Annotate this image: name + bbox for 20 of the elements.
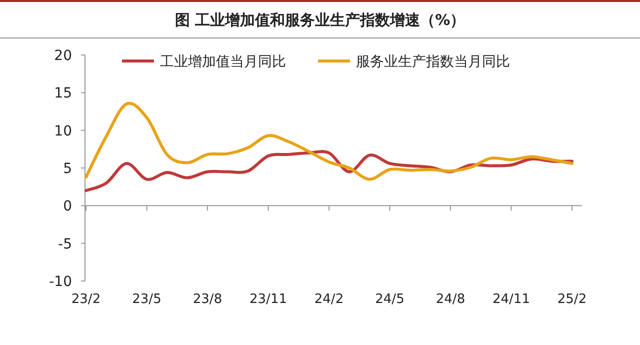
y-tick-label: 15: [54, 86, 72, 102]
y-tick-label: -5: [58, 236, 72, 252]
y-tick-label: 10: [54, 123, 72, 140]
x-tick-label: 24/5: [375, 292, 404, 307]
legend-label: 工业增加值当月同比: [160, 54, 286, 70]
y-tick-label: -10: [49, 274, 72, 290]
y-tick-label: 20: [54, 48, 72, 64]
x-tick-label: 25/2: [557, 292, 587, 307]
line-series: [84, 102, 574, 181]
legend-label: 服务业生产指数当月同比: [356, 54, 510, 70]
x-tick-label: 24/11: [492, 292, 530, 307]
x-tick-label: 23/8: [192, 292, 222, 307]
y-tick-label: 5: [63, 161, 72, 177]
x-tick-label: 23/2: [71, 292, 101, 307]
x-tick-label: 24/2: [314, 292, 344, 307]
x-tick-label: 24/8: [436, 292, 466, 307]
x-tick-label: 23/11: [250, 292, 287, 307]
chart-title: 图 工业增加值和服务业生产指数增速（%）: [174, 11, 466, 29]
y-tick-label: 0: [63, 198, 72, 215]
x-tick-label: 23/5: [132, 292, 162, 307]
